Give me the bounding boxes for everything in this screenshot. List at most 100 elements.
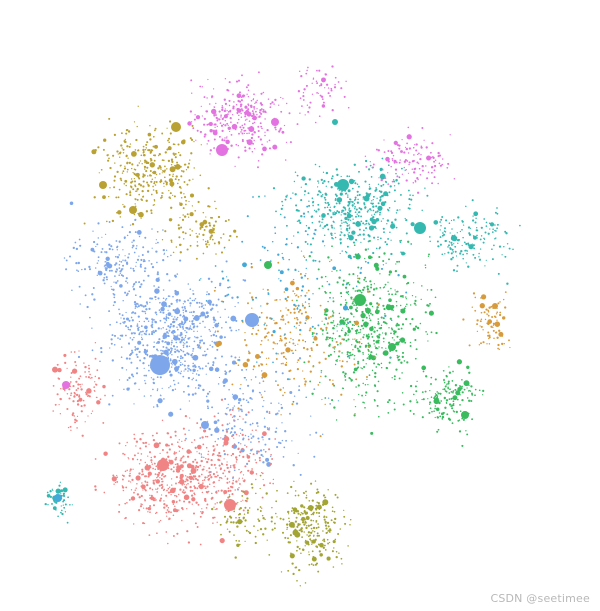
graph-node <box>140 325 143 328</box>
graph-node <box>416 401 419 404</box>
graph-node <box>263 484 266 487</box>
graph-node <box>397 323 400 327</box>
graph-node <box>290 349 293 352</box>
graph-node <box>136 493 140 496</box>
graph-node <box>245 399 248 402</box>
graph-node <box>194 365 197 369</box>
graph-node <box>199 227 202 230</box>
graph-node <box>310 415 312 417</box>
graph-node <box>332 312 335 314</box>
graph-node <box>387 237 390 240</box>
graph-node <box>213 147 215 149</box>
graph-node <box>128 231 131 234</box>
graph-node <box>372 205 375 208</box>
graph-node <box>405 296 407 298</box>
graph-node <box>214 331 216 333</box>
graph-node <box>465 430 467 432</box>
graph-node <box>301 536 304 539</box>
graph-node <box>176 328 179 331</box>
graph-node <box>234 556 237 559</box>
graph-node <box>324 357 327 361</box>
graph-node <box>154 129 156 132</box>
graph-node <box>166 148 169 151</box>
graph-node <box>355 378 358 381</box>
graph-node <box>186 213 189 216</box>
graph-hub-node <box>337 179 349 191</box>
graph-node <box>242 398 245 401</box>
graph-node <box>206 241 209 244</box>
graph-node <box>213 114 216 117</box>
graph-node <box>439 243 442 246</box>
graph-node <box>463 380 470 387</box>
graph-node <box>457 216 460 219</box>
graph-node <box>97 256 100 259</box>
graph-node <box>138 255 140 257</box>
graph-node <box>202 388 205 392</box>
graph-node <box>213 106 216 109</box>
graph-node <box>44 502 47 506</box>
graph-node <box>400 295 403 298</box>
graph-node <box>336 173 339 177</box>
graph-node <box>168 137 171 140</box>
graph-node <box>506 243 509 245</box>
graph-node <box>303 523 306 526</box>
graph-node <box>232 107 235 110</box>
graph-node <box>412 327 416 331</box>
graph-node <box>212 361 215 364</box>
graph-node <box>386 208 389 211</box>
graph-node <box>185 345 189 348</box>
graph-node <box>245 379 248 381</box>
graph-node <box>70 376 72 378</box>
graph-node <box>178 299 181 302</box>
graph-node <box>315 504 318 507</box>
graph-node <box>109 323 111 326</box>
graph-node <box>177 151 180 154</box>
graph-node <box>359 271 362 274</box>
graph-node <box>185 199 187 202</box>
graph-node <box>288 520 291 523</box>
graph-node <box>388 327 390 329</box>
graph-node <box>178 509 180 511</box>
graph-node <box>367 248 369 250</box>
graph-node <box>248 147 251 150</box>
graph-node <box>323 518 326 521</box>
graph-node <box>320 276 323 279</box>
graph-node <box>278 130 281 133</box>
graph-node <box>142 195 144 198</box>
graph-node <box>446 166 449 169</box>
graph-node <box>398 260 401 263</box>
graph-node <box>76 427 78 429</box>
graph-node <box>109 187 111 189</box>
graph-node <box>329 260 331 263</box>
graph-node <box>75 247 79 251</box>
graph-node <box>166 509 169 511</box>
graph-node <box>124 517 126 520</box>
graph-node <box>222 300 225 303</box>
graph-node <box>296 368 299 371</box>
graph-node <box>71 413 74 416</box>
graph-node <box>182 142 185 144</box>
graph-node <box>332 266 337 271</box>
graph-node <box>396 260 399 263</box>
graph-node <box>478 256 480 258</box>
graph-node <box>230 355 233 358</box>
graph-node <box>242 418 244 420</box>
graph-node <box>312 506 314 508</box>
graph-node <box>128 161 131 165</box>
graph-node <box>320 195 323 198</box>
graph-node <box>144 441 148 444</box>
graph-node <box>210 334 213 337</box>
graph-node <box>156 532 158 535</box>
graph-node <box>204 497 207 501</box>
graph-node <box>122 203 124 206</box>
graph-node <box>421 165 424 168</box>
graph-node <box>317 92 320 94</box>
graph-node <box>278 326 282 330</box>
graph-node <box>202 211 205 214</box>
graph-node <box>226 137 228 139</box>
graph-node <box>328 344 331 347</box>
graph-node <box>208 427 211 431</box>
graph-node <box>194 486 197 489</box>
graph-node <box>85 391 87 394</box>
graph-node <box>122 259 124 262</box>
